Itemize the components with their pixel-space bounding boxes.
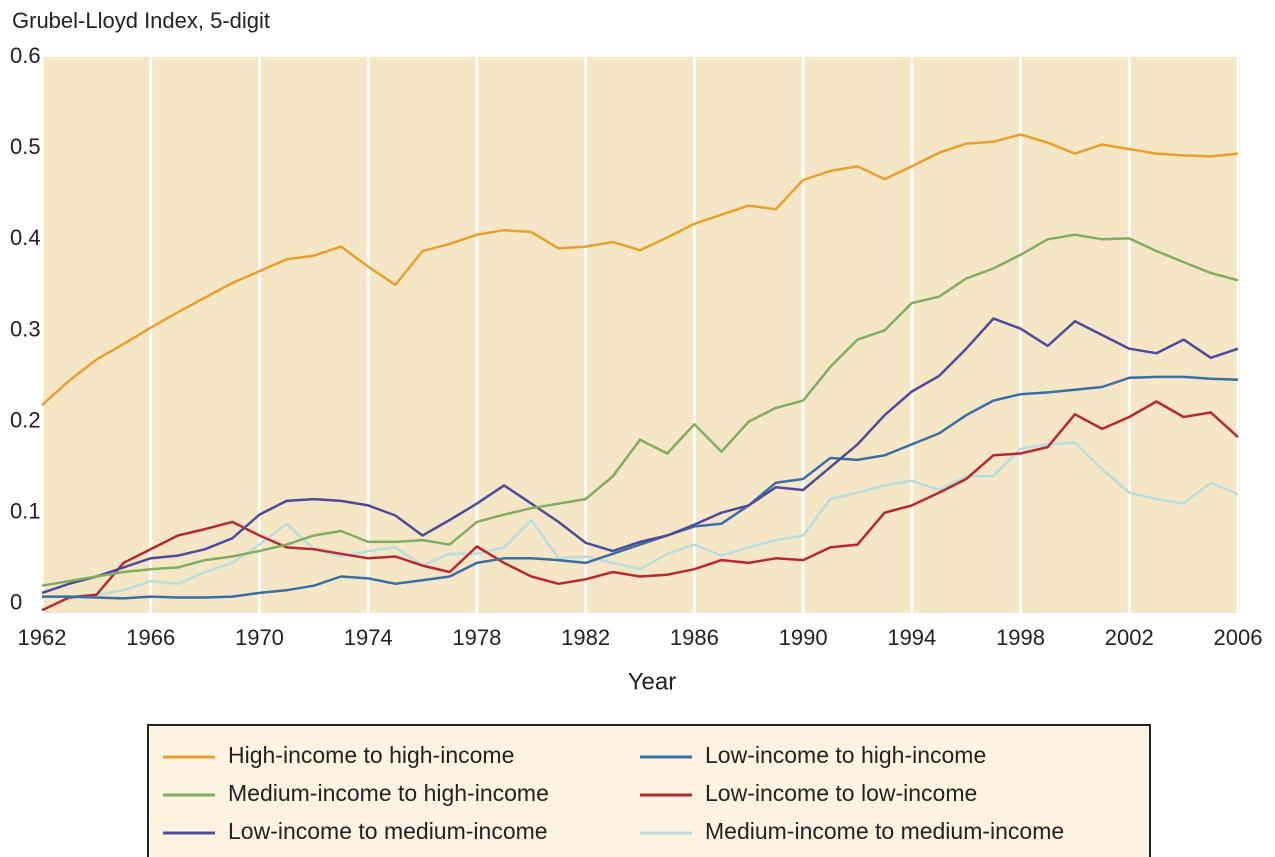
x-tick-label: 1978	[452, 625, 501, 650]
series-line	[41, 400, 1239, 612]
y-tick-label: 0.3	[10, 316, 41, 341]
legend-label: Medium-income to high-income	[228, 780, 549, 806]
y-tick-label: 0.5	[10, 134, 41, 159]
series-line	[42, 375, 1239, 600]
legend: High-income to high-income Medium-income …	[147, 724, 1151, 857]
series-line	[41, 233, 1239, 587]
y-tick-label: 0.4	[10, 225, 41, 250]
x-tick-label: 2006	[1214, 625, 1263, 650]
legend-box	[147, 724, 1151, 857]
y-tick-label: 0.1	[10, 499, 41, 524]
plot-area	[42, 57, 1240, 613]
x-tick-label: 1966	[126, 625, 175, 650]
y-tick-label: 0.6	[10, 43, 41, 68]
x-tick-label: 1974	[344, 625, 393, 650]
legend-label: Low-income to low-income	[705, 780, 977, 806]
x-tick-label: 2002	[1105, 625, 1154, 650]
y-axis-title: Grubel-Lloyd Index, 5-digit	[12, 8, 270, 33]
x-tick-label: 1962	[18, 625, 67, 650]
x-tick-label: 1994	[887, 625, 936, 650]
x-tick-label: 1986	[670, 625, 719, 650]
series-line	[42, 441, 1239, 598]
x-tick-label: 1998	[996, 625, 1045, 650]
x-tick-label: 1982	[561, 625, 610, 650]
legend-label: Low-income to medium-income	[228, 818, 548, 844]
legend-label: Medium-income to medium-income	[705, 818, 1064, 844]
series-line	[41, 133, 1239, 407]
series-line	[41, 317, 1239, 595]
x-tick-label: 1970	[235, 625, 284, 650]
x-tick-label: 1990	[779, 625, 828, 650]
legend-label: High-income to high-income	[228, 742, 514, 768]
y-tick-label: 0.2	[10, 407, 41, 432]
y-tick-label: 0	[10, 590, 22, 615]
x-axis-title: Year	[628, 668, 677, 695]
legend-label: Low-income to high-income	[705, 742, 986, 768]
